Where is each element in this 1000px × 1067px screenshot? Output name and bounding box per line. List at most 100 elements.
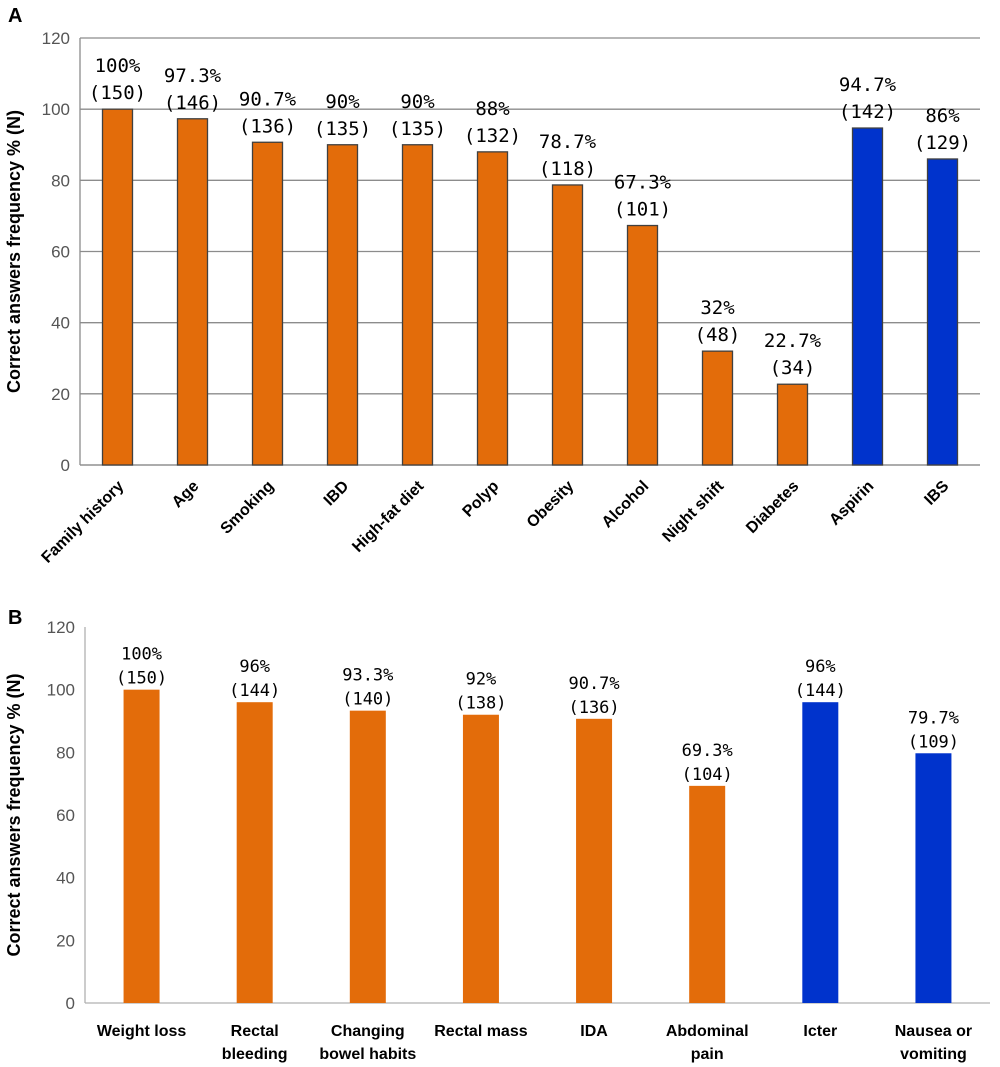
- bar: [476, 151, 509, 466]
- data-label-count: (118): [539, 158, 596, 180]
- y-tick-label: 120: [42, 29, 70, 48]
- y-tick-label: 0: [61, 456, 70, 475]
- x-category-label: Obesity: [524, 478, 578, 532]
- x-category-label: Alcohol: [599, 478, 653, 532]
- data-label-percent: 90%: [325, 91, 360, 113]
- x-category-label: Diabetes: [743, 478, 802, 537]
- x-category-label: Weight loss: [97, 1023, 187, 1040]
- data-label-count: (136): [568, 698, 619, 718]
- x-category-label: Family history: [39, 478, 128, 567]
- x-category-label: bowel habits: [319, 1046, 416, 1063]
- data-label-percent: 86%: [925, 105, 960, 127]
- bar: [123, 689, 160, 1003]
- data-label-count: (101): [614, 199, 671, 221]
- bar: [776, 383, 809, 466]
- data-label-percent: 90%: [400, 91, 435, 113]
- x-category-label: Aspirin: [826, 478, 877, 529]
- data-label-percent: 32%: [700, 297, 735, 319]
- data-label-count: (136): [239, 115, 296, 137]
- data-label-count: (135): [389, 118, 446, 140]
- data-label-percent: 93.3%: [342, 666, 393, 686]
- data-label-percent: 96%: [805, 657, 836, 677]
- y-tick-label: 60: [51, 243, 70, 262]
- bar: [401, 144, 434, 466]
- x-category-label: vomiting: [900, 1046, 967, 1063]
- x-category-label: pain: [691, 1046, 724, 1063]
- y-axis-title: Correct answers frequency % (N): [4, 110, 24, 393]
- data-label-percent: 97.3%: [164, 65, 222, 87]
- bar: [251, 141, 284, 466]
- x-category-label: Rectal: [231, 1023, 279, 1040]
- data-label-count: (138): [455, 694, 506, 714]
- x-category-label: Rectal mass: [434, 1023, 527, 1040]
- y-tick-label: 40: [51, 314, 70, 333]
- y-tick-label: 100: [42, 100, 70, 119]
- bar: [236, 702, 273, 1003]
- data-label-percent: 92%: [466, 670, 497, 690]
- data-label-percent: 100%: [121, 645, 162, 665]
- data-label-count: (146): [164, 92, 221, 114]
- x-category-label: Smoking: [218, 478, 278, 538]
- data-label-percent: 100%: [95, 55, 141, 77]
- y-tick-label: 0: [66, 994, 75, 1013]
- data-label-percent: 69.3%: [682, 741, 733, 761]
- x-category-label: High-fat diet: [349, 477, 427, 555]
- data-label-count: (34): [770, 357, 816, 379]
- x-category-label: Age: [169, 478, 202, 511]
- chart-panel-b: Correct answers frequency % (N) 0 20 40 60 80…: [4, 618, 990, 1063]
- y-tick-label: 120: [47, 618, 75, 637]
- data-label-count: (144): [795, 681, 846, 701]
- data-label-count: (150): [89, 82, 146, 104]
- x-category-label: Night shift: [659, 477, 727, 545]
- bar: [701, 350, 734, 466]
- x-category-label: IBD: [321, 478, 353, 510]
- y-tick-label: 80: [51, 171, 70, 190]
- data-label-percent: 96%: [239, 657, 270, 677]
- chart-panel-a: Correct answers frequency % (N) 0 20 40 60 80…: [4, 29, 980, 567]
- bar: [462, 714, 499, 1003]
- y-tick-label: 20: [51, 385, 70, 404]
- data-label-count: (150): [116, 669, 167, 689]
- data-label-percent: 78.7%: [539, 131, 597, 153]
- y-tick-label: 100: [47, 681, 75, 700]
- y-tick-label: 80: [56, 743, 75, 762]
- bar: [349, 710, 386, 1003]
- x-category-label: Icter: [803, 1023, 837, 1040]
- x-category-label: Polyp: [460, 478, 503, 521]
- data-label-count: (132): [464, 125, 521, 147]
- y-tick-label: 20: [56, 931, 75, 950]
- data-label-count: (135): [314, 118, 371, 140]
- x-category-label: Changing: [331, 1023, 405, 1040]
- data-label-count: (129): [914, 132, 971, 154]
- y-axis-title: Correct answers frequency % (N): [4, 673, 24, 956]
- bar: [689, 785, 726, 1003]
- bar: [101, 108, 134, 466]
- data-label-percent: 22.7%: [764, 330, 822, 352]
- data-label-count: (144): [229, 681, 280, 701]
- bar: [926, 158, 959, 466]
- x-category-label: IBS: [921, 478, 952, 509]
- x-category-label: bleeding: [222, 1046, 288, 1063]
- bar: [176, 118, 209, 466]
- bar: [802, 702, 839, 1003]
- panel-letter-a: A: [8, 5, 22, 27]
- data-label-percent: 94.7%: [839, 74, 897, 96]
- data-label-count: (48): [695, 324, 741, 346]
- bar: [576, 718, 613, 1003]
- x-category-label: Nausea or: [895, 1023, 972, 1040]
- bar: [851, 127, 884, 466]
- bar: [551, 184, 584, 466]
- data-label-percent: 90.7%: [239, 88, 297, 110]
- bar: [915, 753, 952, 1003]
- data-label-count: (109): [908, 732, 959, 752]
- data-label-count: (104): [682, 765, 733, 785]
- data-label-count: (142): [839, 101, 896, 123]
- x-category-label: Abdominal: [666, 1023, 749, 1040]
- bar: [626, 224, 659, 466]
- data-label-percent: 79.7%: [908, 708, 959, 728]
- data-label-percent: 67.3%: [614, 172, 672, 194]
- data-label-percent: 88%: [475, 98, 510, 120]
- y-tick-label: 60: [56, 806, 75, 825]
- panel-letter-b: B: [8, 607, 22, 629]
